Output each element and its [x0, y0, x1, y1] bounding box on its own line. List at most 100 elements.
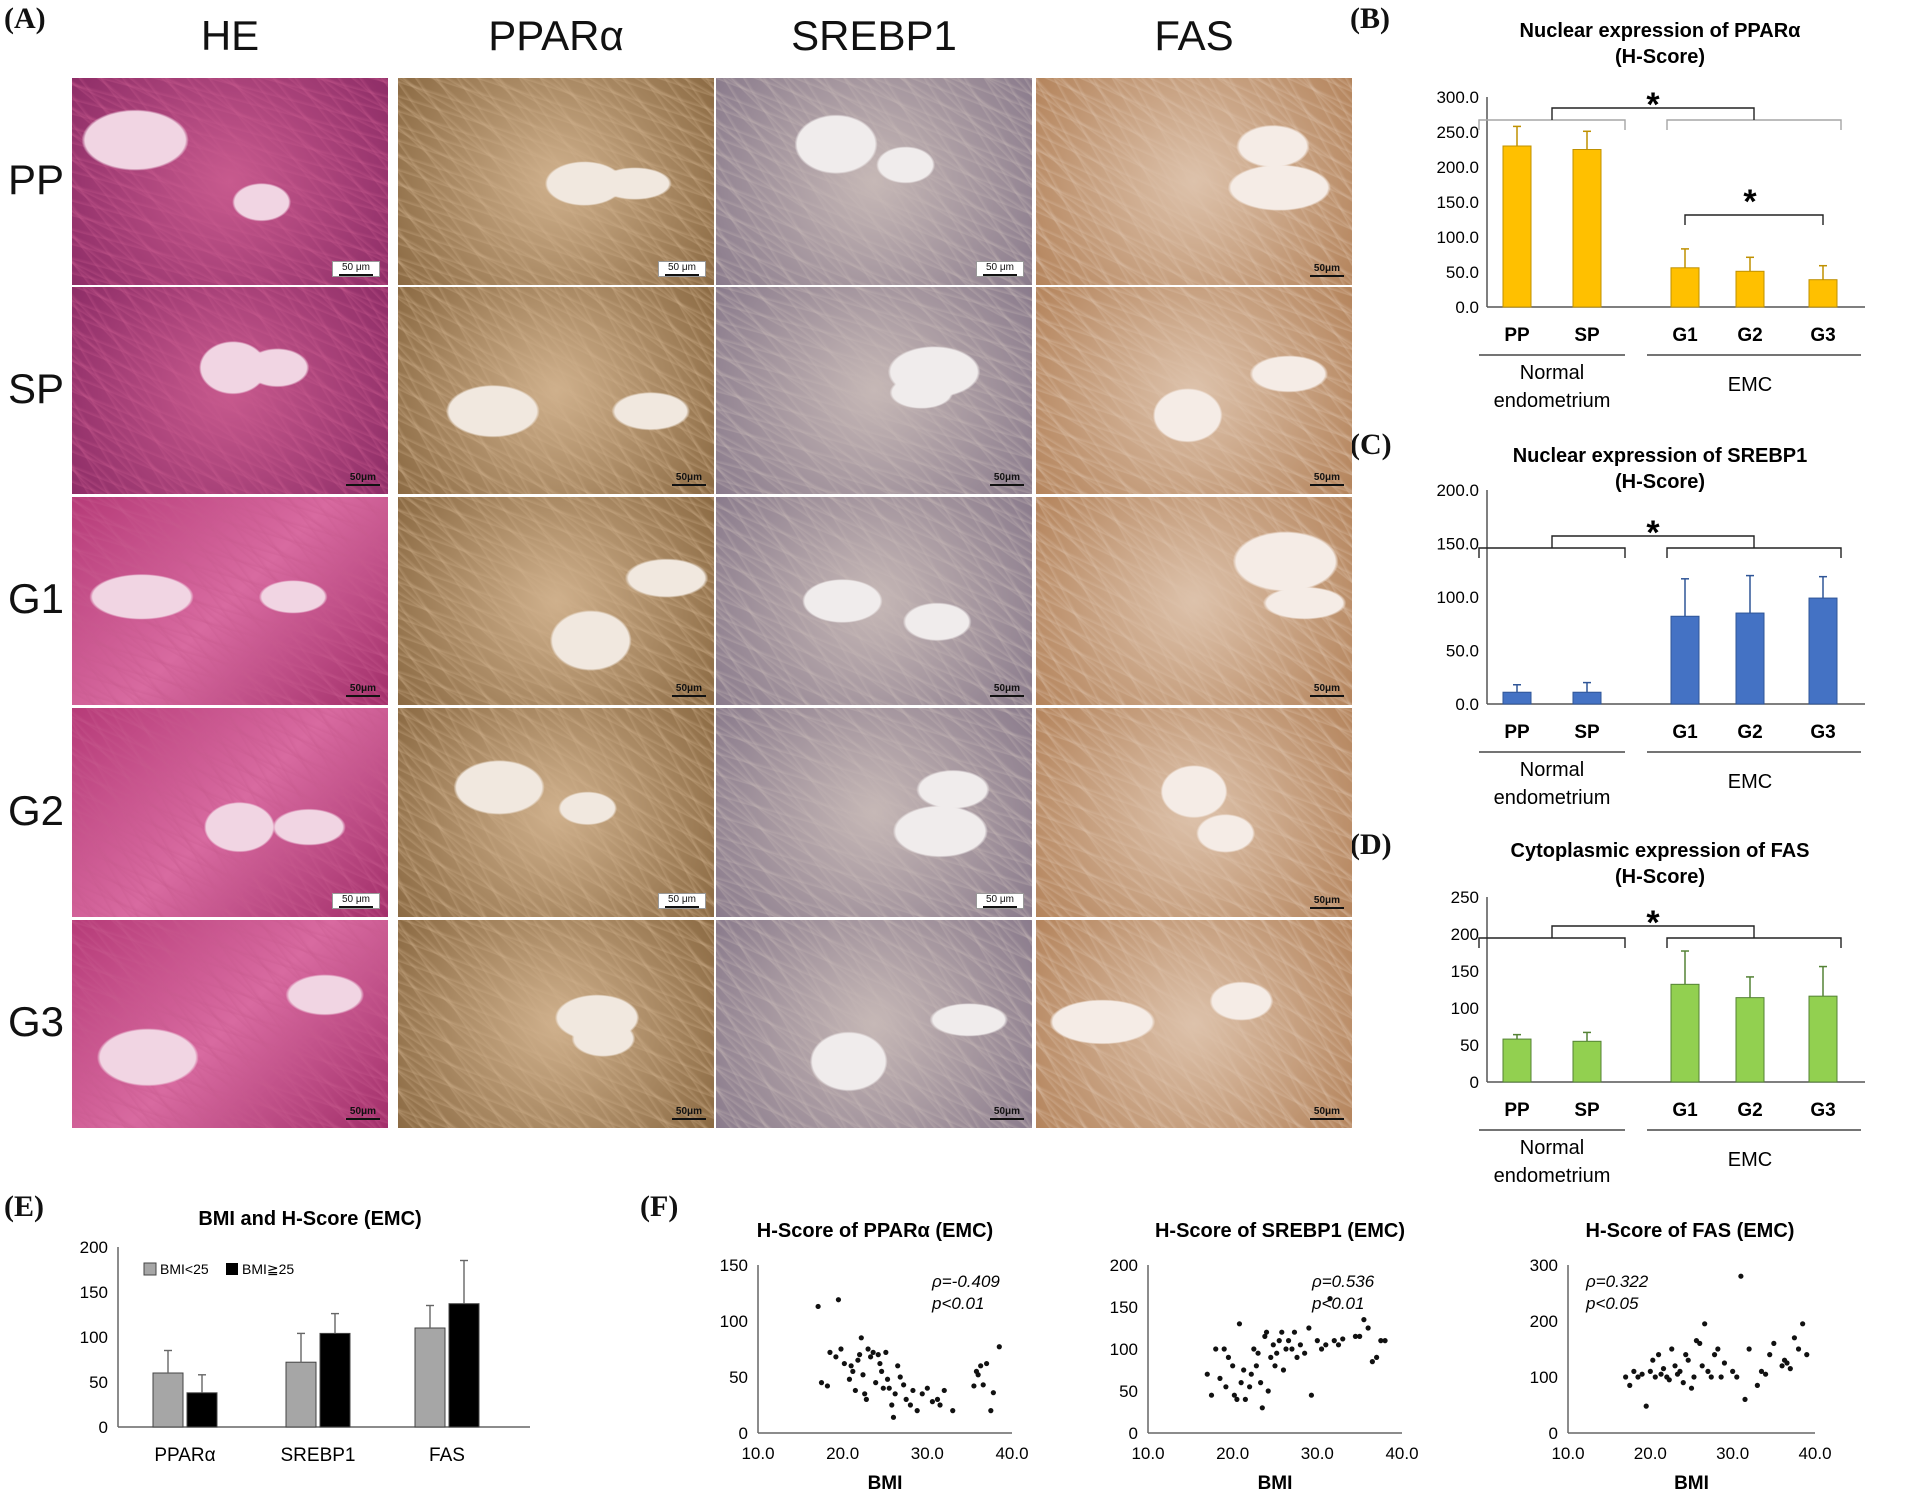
group-label-emc: EMC [1728, 771, 1772, 793]
scale-bar: 50μm [990, 683, 1024, 697]
row-label: SP [7, 364, 65, 412]
group-label-normal: endometrium [1494, 787, 1611, 809]
scale-bar-label: 50 μm [668, 894, 696, 905]
row-label: G2 [7, 786, 65, 834]
y-tick-label: 250.0 [1436, 123, 1479, 142]
chart-title: Nuclear expression of PPARα [1520, 20, 1802, 42]
scale-bar-line [983, 906, 1017, 908]
scatter-point [838, 1346, 844, 1352]
x-axis-label: BMI [868, 1473, 903, 1490]
bar [1502, 691, 1532, 705]
scatter-point [1236, 1321, 1243, 1327]
scatter-point [919, 1391, 925, 1397]
scatter-point [1734, 1374, 1740, 1380]
scatter-point [1779, 1363, 1785, 1369]
scatter-point [988, 1408, 994, 1414]
group-label-normal: endometrium [1494, 390, 1611, 412]
group-label-normal: endometrium [1494, 1165, 1611, 1187]
scatter-point [1666, 1377, 1672, 1383]
scale-bar: 50μm [672, 683, 706, 697]
y-tick-label: 150 [1451, 962, 1479, 981]
x-tick-label: FAS [429, 1445, 465, 1466]
scatter-point [883, 1349, 889, 1355]
significance-star: * [1646, 904, 1660, 942]
y-tick-label: 0 [99, 1418, 108, 1437]
scale-bar-label: 50μm [675, 472, 703, 483]
chart-subtitle: (H-Score) [1615, 471, 1705, 493]
group-label-normal: Normal [1520, 759, 1584, 781]
scatter-point [1253, 1363, 1259, 1369]
scale-bar-line [672, 695, 706, 697]
scatter-point [865, 1346, 871, 1352]
scatter-point [863, 1396, 869, 1402]
scatter-point [1669, 1346, 1675, 1352]
legend-swatch [226, 1263, 238, 1275]
chart-subtitle: (H-Score) [1615, 46, 1705, 68]
bracket-emc [1666, 119, 1842, 130]
bar [186, 1392, 218, 1428]
scatter-point [884, 1376, 891, 1382]
scatter-point [892, 1391, 898, 1397]
scatter-point [1279, 1329, 1285, 1335]
scatter-point [1262, 1333, 1268, 1339]
scatter-point [950, 1408, 956, 1414]
scatter-point [860, 1372, 866, 1378]
scatter-point [1652, 1374, 1658, 1380]
x-tick-label: G2 [1737, 722, 1762, 743]
micrograph-tile: 50μm [1036, 287, 1352, 494]
scatter-point [1265, 1388, 1271, 1394]
scatter-point [818, 1380, 825, 1386]
column-header: HE [200, 12, 260, 59]
scatter-point [1306, 1325, 1312, 1331]
scatter-point [1263, 1329, 1270, 1335]
scale-bar: 50μm [1310, 472, 1344, 486]
scale-bar: 50 μm [976, 261, 1024, 277]
scatter-point [1758, 1368, 1765, 1374]
scatter-point [855, 1357, 861, 1363]
scale-bar: 50 μm [658, 893, 706, 909]
x-tick-label: SP [1574, 325, 1600, 346]
bar [1572, 149, 1602, 308]
scatter-point [1767, 1352, 1773, 1358]
scatter-point [877, 1360, 883, 1367]
x-tick-label: PPARα [154, 1445, 215, 1466]
scatter-point [1242, 1396, 1248, 1402]
bracket-comparison [1551, 107, 1755, 120]
scatter-point [1718, 1374, 1724, 1380]
bracket-emc [1666, 937, 1842, 948]
bar [1502, 145, 1532, 308]
x-tick-label: 40.0 [1385, 1444, 1418, 1463]
bracket-comparison [1551, 535, 1755, 548]
group-label-normal: Normal [1520, 362, 1584, 384]
scatter-point [1314, 1338, 1320, 1344]
x-tick-label: 10.0 [741, 1444, 774, 1463]
scatter-point [1650, 1357, 1656, 1363]
group-label-normal: Normal [1520, 1137, 1584, 1159]
scale-bar: 50μm [672, 1106, 706, 1120]
chart-f1-scatter-pparalpha: H-Score of PPARα (EMC) 0 50 100 150 10.0 20.0 3… [720, 1220, 1029, 1490]
scatter-point [889, 1402, 895, 1408]
scatter-point [870, 1349, 876, 1355]
scale-bar-line [1310, 275, 1344, 277]
scatter-point [1702, 1321, 1708, 1327]
chart-title: Nuclear expression of SREBP1 [1513, 445, 1808, 467]
scatter-point [1268, 1354, 1274, 1360]
scatter-point [929, 1399, 936, 1405]
scatter-point [1721, 1360, 1728, 1366]
y-tick-label: 0 [1549, 1424, 1558, 1443]
micrograph-tile: 50μm [398, 497, 714, 705]
scatter-point [1285, 1338, 1292, 1344]
scale-bar-line [339, 906, 373, 908]
bar [1808, 995, 1838, 1083]
bar [448, 1303, 480, 1428]
x-tick-label: G1 [1672, 1100, 1698, 1121]
correlation-p: p<0.01 [1311, 1294, 1364, 1313]
row-label: G1 [7, 575, 65, 622]
chart-f3-scatter-fas: H-Score of FAS (EMC) 0 100 200 300 10.0 20.0 30… [1530, 1220, 1832, 1490]
scatter-point [1800, 1321, 1806, 1327]
legend-label: BMI≧25 [242, 1261, 294, 1277]
x-tick-label: G2 [1737, 1100, 1762, 1121]
scatter-point [1623, 1374, 1629, 1380]
scatter-point [1289, 1346, 1295, 1352]
scale-bar-label: 50μm [1313, 472, 1341, 483]
